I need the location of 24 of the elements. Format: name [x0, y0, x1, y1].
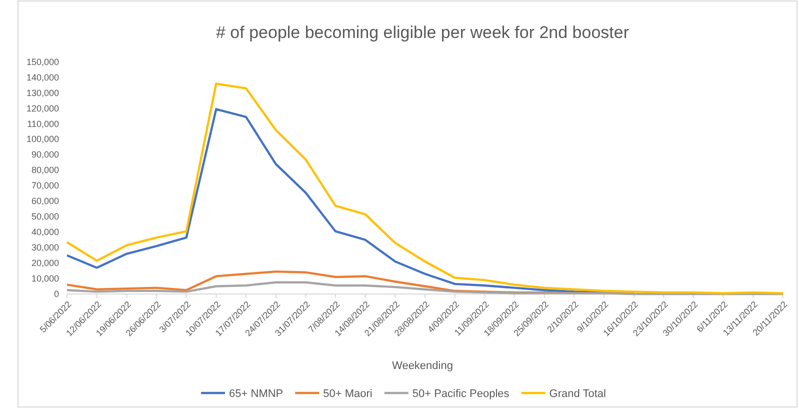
legend-label: 50+ Maori — [323, 388, 372, 400]
y-tick-label: 10,000 — [31, 273, 59, 284]
chart-title: # of people becoming eligible per week for 2nd booster — [216, 23, 630, 42]
y-tick-label: 30,000 — [31, 242, 59, 252]
line-series — [66, 82, 784, 294]
y-tick-label: 140,000 — [26, 72, 59, 82]
y-tick-label: 50,000 — [31, 212, 59, 222]
y-tick-label: 20,000 — [31, 258, 59, 268]
y-tick-label: 100,000 — [26, 134, 59, 144]
legend-label: Grand Total — [549, 388, 606, 400]
y-tick-label: 60,000 — [31, 196, 59, 206]
legend-label: 50+ Pacific Peoples — [412, 388, 510, 400]
y-tick-label: 120,000 — [26, 103, 59, 114]
y-tick-label: 130,000 — [26, 88, 59, 98]
y-tick-label: 150,000 — [26, 56, 59, 67]
y-tick-label: 90,000 — [31, 150, 59, 160]
y-tick-label: 0 — [54, 288, 59, 299]
y-tick-label: 80,000 — [31, 165, 59, 176]
y-tick-label: 70,000 — [31, 180, 59, 191]
line-series — [66, 281, 784, 296]
y-tick-label: 110,000 — [27, 118, 59, 129]
x-axis-title: Weekending — [392, 360, 453, 372]
legend-label: 65+ NMNP — [229, 388, 284, 400]
y-tick-label: 40,000 — [31, 227, 59, 238]
